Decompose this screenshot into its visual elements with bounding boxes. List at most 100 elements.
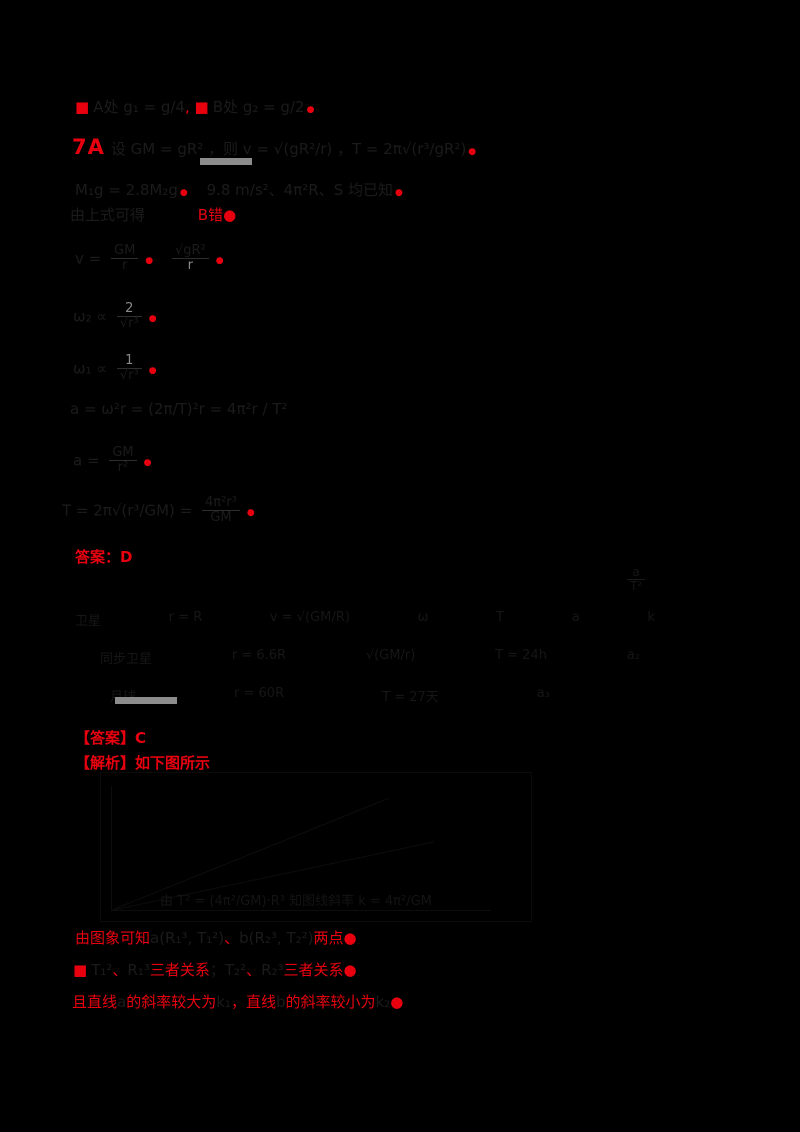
red-marker-icon: ■ bbox=[73, 961, 88, 979]
equation-fragment: v = bbox=[75, 249, 102, 268]
graph-axis-x bbox=[111, 910, 491, 911]
red-period: ● bbox=[145, 256, 154, 267]
equation-fragment: k₁ bbox=[216, 993, 231, 1011]
equation-fragment: a = bbox=[73, 451, 100, 470]
red-text: 的斜率较小为 bbox=[285, 993, 376, 1011]
equation-fragment: b(R₂³, T₂²) bbox=[239, 929, 314, 947]
equation-line-8: a = ω²r = (2π/T)²r = 4π²r / T² bbox=[70, 400, 287, 418]
equation-fragment: a = ω²r = (2π/T)²r = 4π²r / T² bbox=[70, 400, 288, 418]
equation-line-3: M₁g = 2.8M₂g ● 9.8 m/s²、4π²R、S 均已知 ● bbox=[75, 179, 403, 200]
figure-caption: 由 T² = (4π²/GM)·R³ 知图线斜率 k = 4π²/GM bbox=[160, 894, 432, 909]
red-period: ● bbox=[143, 458, 152, 469]
table-cell: v = √(GM/R) bbox=[269, 610, 350, 625]
fraction-numerator: GM bbox=[114, 243, 136, 258]
table-cell: 卫星 bbox=[75, 614, 102, 629]
red-period: ● bbox=[215, 256, 224, 267]
red-period: ● bbox=[394, 188, 403, 198]
equation-fragment: 设 GM = gR² ，则 v = √(gR²/r) ，T = 2π√(r³/g… bbox=[110, 140, 467, 158]
graph-axis-y bbox=[111, 786, 112, 911]
equation-line-5: v = GM r ● √gR² r ● bbox=[75, 243, 224, 274]
solution-line-1: 由图象可知a(R₁³, T₁²)、b(R₂³, T₂²)两点● bbox=[75, 927, 357, 948]
figure-graph bbox=[100, 772, 532, 922]
red-marker-icon: ■ bbox=[194, 98, 209, 116]
fraction: GM r bbox=[111, 243, 139, 274]
equation-line-7: ω₁ ∝ 1 √r³ ● bbox=[73, 353, 157, 384]
equation-fragment: b bbox=[275, 993, 286, 1011]
table-cell: a₃ bbox=[536, 686, 550, 701]
red-text: 、 bbox=[112, 961, 128, 979]
equation-fragment: 由上式可得 bbox=[70, 206, 146, 224]
red-period: ● bbox=[148, 366, 157, 377]
highlight-bar bbox=[200, 158, 252, 165]
table-row: 同步卫星 r = 6.6R √(GM/r) T = 24h a₂ bbox=[100, 648, 640, 667]
red-text: 由图象可知 bbox=[75, 929, 151, 947]
red-answer-note: B错● bbox=[197, 206, 237, 224]
table-cell: r = 60R bbox=[234, 686, 285, 701]
fraction-numerator: a bbox=[632, 565, 640, 579]
solution-line-3: 且直线a的斜率较大为k₁，直线b的斜率较小为k₂● bbox=[72, 991, 403, 1012]
fraction: 4π²r³ GM bbox=[202, 495, 240, 526]
fraction: GM r² bbox=[109, 445, 137, 476]
equation-fragment: T₁² bbox=[91, 961, 113, 979]
table-row: 卫星 r = R v = √(GM/R) ω T a k bbox=[75, 610, 655, 629]
fraction: √gR² r bbox=[171, 243, 209, 274]
table-cell: T bbox=[496, 610, 505, 625]
red-period: ● bbox=[148, 314, 157, 325]
table-cell: 同步卫星 bbox=[100, 652, 153, 667]
highlight-bar bbox=[115, 697, 177, 704]
equation-fragment: R₁³ bbox=[127, 961, 150, 979]
answer-text-d: 答案：D bbox=[75, 548, 133, 566]
red-text: 、 bbox=[246, 961, 262, 979]
fraction-numerator: 2 bbox=[125, 301, 134, 316]
equation-line-9: a = GM r² ● bbox=[73, 445, 152, 476]
table-cell: T = 27天 bbox=[382, 690, 439, 705]
equation-fragment: M₁g = 2.8M₂g bbox=[75, 181, 178, 199]
fraction: 2 √r³ bbox=[116, 301, 142, 332]
red-period: ● bbox=[306, 105, 315, 115]
equation-fragment: ω₁ ∝ bbox=[73, 359, 108, 378]
equation-fragment: k₂ bbox=[375, 993, 391, 1011]
equation-fragment: a bbox=[117, 993, 127, 1011]
fraction-denominator: r² bbox=[109, 460, 137, 475]
equation-line-6: ω₂ ∝ 2 √r³ ● bbox=[73, 301, 157, 332]
equation-fragment: R₂³ bbox=[261, 961, 284, 979]
fraction-numerator: 1 bbox=[125, 353, 134, 368]
equation-fragment: B处 g₂ = g/2 bbox=[212, 98, 305, 116]
fraction-numerator: √gR² bbox=[174, 243, 206, 258]
red-period: ● bbox=[246, 508, 255, 519]
fraction-denominator: r bbox=[171, 258, 209, 273]
red-text: 且直线 bbox=[72, 993, 118, 1011]
fraction-numerator: 4π²r³ bbox=[205, 495, 237, 510]
table-cell: r = 6.6R bbox=[231, 648, 287, 663]
problem-label: 7A bbox=[72, 135, 105, 159]
table-corner-fraction: a T² bbox=[627, 565, 646, 593]
red-marker-icon: ■ bbox=[75, 98, 90, 116]
red-comma: , bbox=[184, 98, 190, 116]
table-cell: r = R bbox=[168, 610, 203, 625]
equation-fragment: 9.8 m/s²、4π²R、S 均已知 bbox=[206, 181, 393, 199]
fraction-numerator: GM bbox=[112, 445, 134, 460]
table-cell: a₂ bbox=[626, 648, 640, 663]
fraction-denominator: √r³ bbox=[116, 368, 142, 383]
red-period: ● bbox=[179, 188, 188, 198]
table-cell: √(GM/r) bbox=[365, 648, 416, 663]
analysis-text: 【解析】如下图所示 bbox=[75, 754, 211, 772]
statement-line: 由上式可得 B错● bbox=[70, 204, 236, 225]
red-text: ，直线 bbox=[230, 993, 276, 1011]
equation-line-1: ■ A处 g₁ = g/4, ■ B处 g₂ = g/2 ● bbox=[75, 96, 314, 117]
red-text: 的斜率较大为 bbox=[126, 993, 217, 1011]
fraction-denominator: √r³ bbox=[116, 316, 142, 331]
equation-line-2: 7A 设 GM = gR² ，则 v = √(gR²/r) ，T = 2π√(r³… bbox=[72, 135, 476, 159]
equation-fragment: a(R₁³, T₁²) bbox=[150, 929, 225, 947]
equation-fragment: ω₂ ∝ bbox=[73, 307, 108, 326]
table-cell: T = 24h bbox=[495, 648, 547, 663]
table-cell: k bbox=[647, 610, 655, 625]
equation-fragment: ；T₂² bbox=[209, 961, 247, 979]
red-text: 两点● bbox=[313, 929, 357, 947]
red-text: 三者关系● bbox=[283, 961, 357, 979]
red-period: ● bbox=[468, 147, 477, 157]
fraction-denominator: T² bbox=[627, 579, 646, 593]
fraction-denominator: GM bbox=[202, 510, 240, 525]
table-cell: a bbox=[571, 610, 580, 625]
